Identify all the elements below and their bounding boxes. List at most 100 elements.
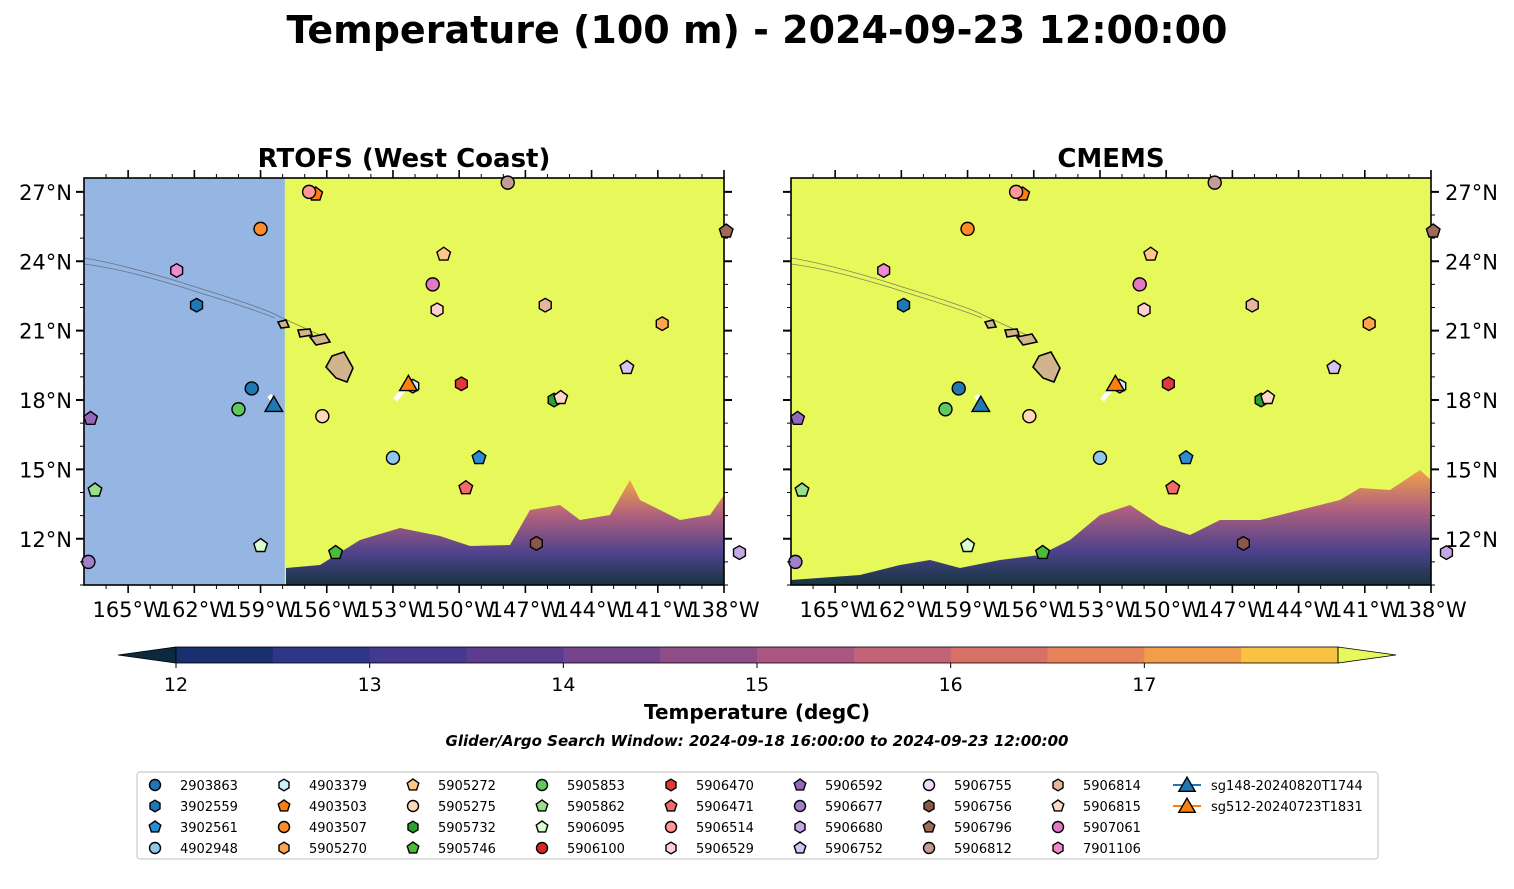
float-marker-5906814: [538, 297, 552, 313]
y-tick-label: 18°N: [19, 389, 72, 413]
colorbar-segment: [272, 647, 371, 663]
legend-symbol: [923, 799, 935, 813]
float-marker-5906815: [553, 389, 569, 405]
legend: 2903863 3902559 3902561 4902948 4903379 49035…: [136, 771, 1379, 860]
legend-label: 2903863: [180, 779, 238, 794]
legend-item-sg512-20240723T1831: sg512-20240723T1831: [1173, 796, 1363, 815]
legend-label: 5906514: [696, 821, 754, 836]
colorbar-ticks: 12 13 14 15 16 17: [164, 663, 1156, 696]
legend-item-3902561: 3902561: [148, 820, 238, 836]
legend-label: 5905732: [438, 821, 496, 836]
colorbar-tick-label: 13: [358, 674, 382, 696]
legend-symbol: [535, 778, 549, 792]
axes-rtofs: 165°W162°W159°W156°W153°W150°W147°W144°W…: [19, 170, 760, 622]
legend-symbol: [277, 799, 291, 812]
legend-label: 5906796: [954, 821, 1012, 836]
x-tick-label: 162°W: [866, 598, 938, 622]
figure-title: Temperature (100 m) - 2024-09-23 12:00:0…: [286, 8, 1227, 52]
legend-symbol: [1051, 820, 1065, 834]
legend-item-4903507: 4903507: [277, 820, 367, 836]
legend-item-5906755: 5906755: [922, 778, 1012, 794]
float-marker-5906529: [1137, 302, 1151, 318]
float-marker-5905272: [1143, 246, 1159, 261]
float-marker-5906756: [529, 535, 543, 552]
legend-symbol: [535, 799, 549, 812]
legend-symbol: [1051, 799, 1065, 812]
legend-label: 5905270: [309, 842, 367, 857]
legend-label: 5905862: [567, 800, 625, 815]
x-tick-label: 153°W: [357, 598, 429, 622]
legend-label: 5905275: [438, 800, 496, 815]
float-marker-3902561: [1178, 449, 1194, 465]
legend-symbol: [535, 841, 549, 855]
x-tick-label: 141°W: [622, 598, 694, 622]
legend-symbol: [277, 820, 291, 834]
legend-label: 5905272: [438, 779, 496, 794]
float-marker-3902559: [189, 297, 204, 313]
x-tick-label: 150°W: [423, 598, 495, 622]
legend-label: 5906095: [567, 821, 625, 836]
legend-symbol: [148, 841, 162, 855]
legend-box: [136, 771, 1379, 860]
legend-symbol: [148, 778, 162, 792]
legend-symbol: [922, 820, 936, 833]
float-marker-5905275: [1022, 408, 1037, 424]
legend-label: 5906815: [1083, 800, 1141, 815]
colorbar-segment: [1241, 647, 1339, 663]
colorbar-segment: [369, 647, 468, 663]
legend-symbol: [148, 820, 162, 833]
hawaii-islands: [983, 319, 1061, 384]
y-tick-label: 12°N: [1445, 528, 1498, 552]
legend-item-5906529: 5906529: [665, 841, 754, 857]
legend-item-5905275: 5905275: [406, 799, 496, 815]
float-marker-5906095: [252, 537, 269, 553]
legend-symbol: [793, 841, 807, 854]
float-marker-4903507: [253, 221, 268, 237]
legend-label: sg148-20240820T1744: [1211, 779, 1363, 794]
colorbar-tick-label: 12: [164, 674, 188, 696]
float-marker-5906796: [1425, 223, 1441, 238]
colorbar-segment: [1144, 647, 1242, 663]
colorbar-tick-label: 16: [939, 674, 963, 696]
legend-item-5907061: 5907061: [1051, 820, 1141, 836]
legend-glider-symbol: [1177, 796, 1197, 813]
float-marker-2903863: [951, 381, 966, 396]
legend-item-5906815: 5906815: [1051, 799, 1141, 815]
legend-item-5906752: 5906752: [793, 841, 883, 857]
x-tick-label: 156°W: [998, 598, 1070, 622]
legend-item-5906514: 5906514: [664, 820, 754, 836]
x-tick-label: 144°W: [556, 598, 628, 622]
float-marker-7901106: [877, 262, 891, 279]
x-tick-label: 162°W: [159, 598, 231, 622]
legend-item-5906471: 5906471: [664, 799, 754, 815]
legend-symbol: [406, 841, 420, 854]
panel-title: RTOFS (West Coast): [258, 144, 551, 174]
x-tick-label: 156°W: [291, 598, 363, 622]
legend-item-7901106: 7901106: [1052, 841, 1141, 857]
map-frame: [83, 177, 725, 586]
bathymetry-contours: [84, 257, 331, 341]
legend-label: 4902948: [180, 842, 238, 857]
float-marker-5907061: [425, 277, 440, 292]
float-marker-5906756: [1236, 535, 1251, 552]
map-panel-rtofs: RTOFS (West Coast) 165°W162°W159°W156°W1…: [19, 144, 760, 622]
legend-symbol: [406, 778, 420, 791]
legend-symbol: [922, 778, 936, 792]
glider-marker-sg512-20240723T1831: [1105, 374, 1126, 392]
x-tick-label: 144°W: [1263, 598, 1335, 622]
float-marker-5905746: [327, 544, 344, 560]
legend-item-5905272: 5905272: [406, 778, 496, 794]
legend-symbol: [793, 799, 807, 813]
legend-label: 5907061: [1083, 821, 1141, 836]
glider-marker-sg148-20240820T1744: [970, 394, 991, 413]
x-tick-label: 147°W: [1197, 598, 1269, 622]
glider-marker-sg148-20240820T1744: [263, 394, 284, 413]
markers-rtofs: [81, 175, 747, 570]
float-marker-5905862: [794, 482, 810, 497]
float-marker-5906680: [1439, 544, 1454, 561]
x-tick-label: 147°W: [490, 598, 562, 622]
legend-symbol: [793, 778, 807, 791]
glider-marker-sg512-20240723T1831: [398, 374, 419, 392]
legend-symbol: [278, 778, 290, 792]
